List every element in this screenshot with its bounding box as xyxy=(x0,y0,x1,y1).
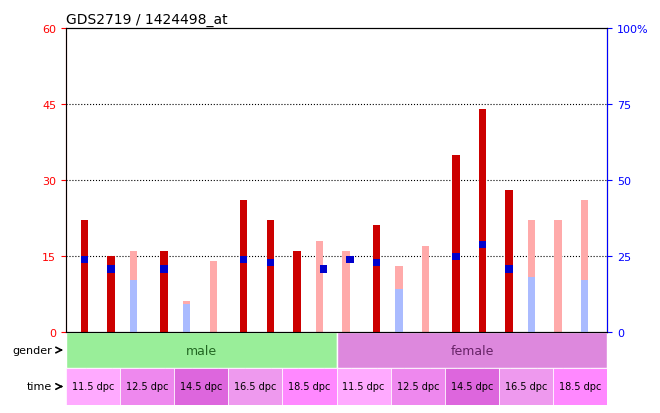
Text: male: male xyxy=(185,344,217,357)
Bar xyxy=(293,251,300,332)
Bar xyxy=(373,259,380,267)
Bar xyxy=(81,221,88,332)
Bar xyxy=(319,265,327,273)
Bar xyxy=(581,201,588,332)
Bar xyxy=(81,256,88,264)
FancyBboxPatch shape xyxy=(337,368,391,405)
FancyBboxPatch shape xyxy=(66,332,337,368)
Bar xyxy=(267,221,274,332)
Bar xyxy=(395,290,403,332)
Bar xyxy=(108,265,115,273)
Text: 11.5 dpc: 11.5 dpc xyxy=(343,382,385,392)
FancyBboxPatch shape xyxy=(391,368,445,405)
Bar xyxy=(478,110,486,332)
Bar xyxy=(452,155,460,332)
Bar xyxy=(506,265,513,273)
FancyBboxPatch shape xyxy=(282,368,337,405)
Bar xyxy=(240,256,248,264)
Bar xyxy=(315,241,323,332)
FancyBboxPatch shape xyxy=(174,368,228,405)
Bar xyxy=(528,221,535,332)
Text: 12.5 dpc: 12.5 dpc xyxy=(397,382,439,392)
Text: time: time xyxy=(27,382,53,392)
Bar xyxy=(183,301,191,332)
FancyBboxPatch shape xyxy=(445,368,499,405)
Text: 18.5 dpc: 18.5 dpc xyxy=(288,382,331,392)
Bar xyxy=(240,201,248,332)
FancyBboxPatch shape xyxy=(120,368,174,405)
Text: 16.5 dpc: 16.5 dpc xyxy=(505,382,547,392)
Bar xyxy=(506,190,513,332)
Text: female: female xyxy=(450,344,494,357)
FancyBboxPatch shape xyxy=(337,332,607,368)
FancyBboxPatch shape xyxy=(499,368,553,405)
FancyBboxPatch shape xyxy=(66,368,120,405)
Text: 12.5 dpc: 12.5 dpc xyxy=(126,382,168,392)
Bar xyxy=(528,278,535,332)
Text: 18.5 dpc: 18.5 dpc xyxy=(559,382,601,392)
FancyBboxPatch shape xyxy=(553,368,607,405)
Bar xyxy=(395,266,403,332)
Bar xyxy=(478,241,486,249)
Bar xyxy=(183,305,191,332)
Bar xyxy=(130,251,137,332)
Text: 16.5 dpc: 16.5 dpc xyxy=(234,382,277,392)
Bar xyxy=(342,251,350,332)
FancyBboxPatch shape xyxy=(228,368,282,405)
Bar xyxy=(130,280,137,332)
Text: 14.5 dpc: 14.5 dpc xyxy=(180,382,222,392)
Text: 11.5 dpc: 11.5 dpc xyxy=(72,382,114,392)
Text: 14.5 dpc: 14.5 dpc xyxy=(451,382,493,392)
Bar xyxy=(267,259,274,267)
Bar xyxy=(160,265,168,273)
Bar xyxy=(554,221,562,332)
Bar xyxy=(108,256,115,332)
Bar xyxy=(581,280,588,332)
Text: gender: gender xyxy=(13,345,53,355)
Text: GDS2719 / 1424498_at: GDS2719 / 1424498_at xyxy=(66,12,228,26)
Bar xyxy=(346,256,354,264)
Bar xyxy=(209,261,217,332)
Bar xyxy=(452,253,460,261)
Bar xyxy=(422,246,429,332)
Bar xyxy=(160,251,168,332)
Bar xyxy=(373,226,380,332)
